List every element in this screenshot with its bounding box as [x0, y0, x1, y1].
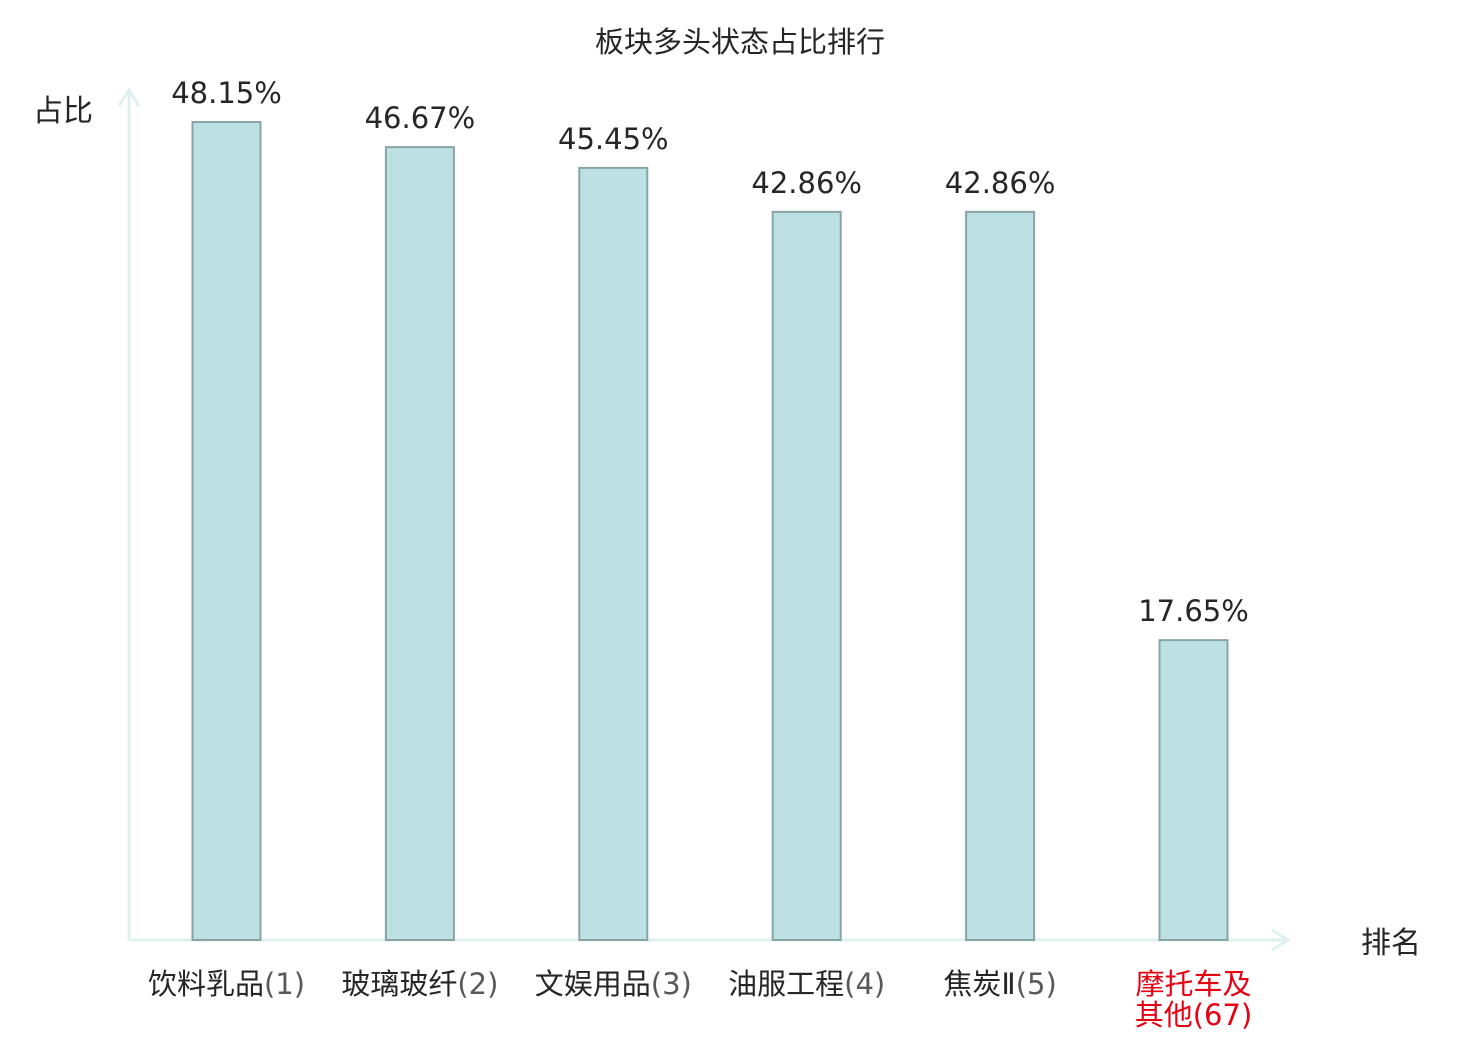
y-axis-arrow: [117, 87, 141, 107]
value-labels-group: 48.15% 46.67% 45.45% 42.86% 42.86% 17.65%: [171, 76, 1249, 628]
x-tick-label: 其他(67): [1135, 998, 1253, 1032]
value-label: 42.86%: [945, 166, 1056, 200]
bar: [1158, 639, 1229, 941]
axes: [117, 87, 1291, 952]
bar: [965, 210, 1036, 941]
bar: [384, 146, 455, 942]
value-label: 17.65%: [1138, 594, 1249, 628]
x-axis-label: 排名: [1361, 926, 1421, 961]
x-tick-label: 摩托车及: [1135, 967, 1251, 1001]
x-tick-label: 文娱用品(3): [535, 967, 692, 1001]
x-tick-label: 玻璃玻纤(2): [341, 967, 498, 1001]
x-axis-arrow: [1271, 928, 1291, 952]
category-labels-group: 饮料乳品(1) 玻璃玻纤(2) 文娱用品(3) 油服工程(4) 焦炭Ⅱ(5) 摩托车及其他…: [148, 967, 1252, 1032]
x-tick-label: 油服工程(4): [728, 967, 885, 1001]
value-label: 46.67%: [365, 101, 476, 135]
bar: [771, 210, 842, 941]
value-label: 45.45%: [558, 122, 669, 156]
bar: [578, 166, 649, 942]
x-tick-label: 饮料乳品(1): [148, 967, 305, 1001]
chart-title: 板块多头状态占比排行: [595, 25, 885, 59]
value-label: 42.86%: [751, 166, 862, 200]
value-label: 48.15%: [171, 76, 282, 110]
bars-group: [191, 121, 1229, 942]
x-tick-label: 焦炭Ⅱ(5): [943, 967, 1056, 1001]
y-axis-label: 占比: [33, 94, 93, 129]
bar: [191, 121, 262, 941]
